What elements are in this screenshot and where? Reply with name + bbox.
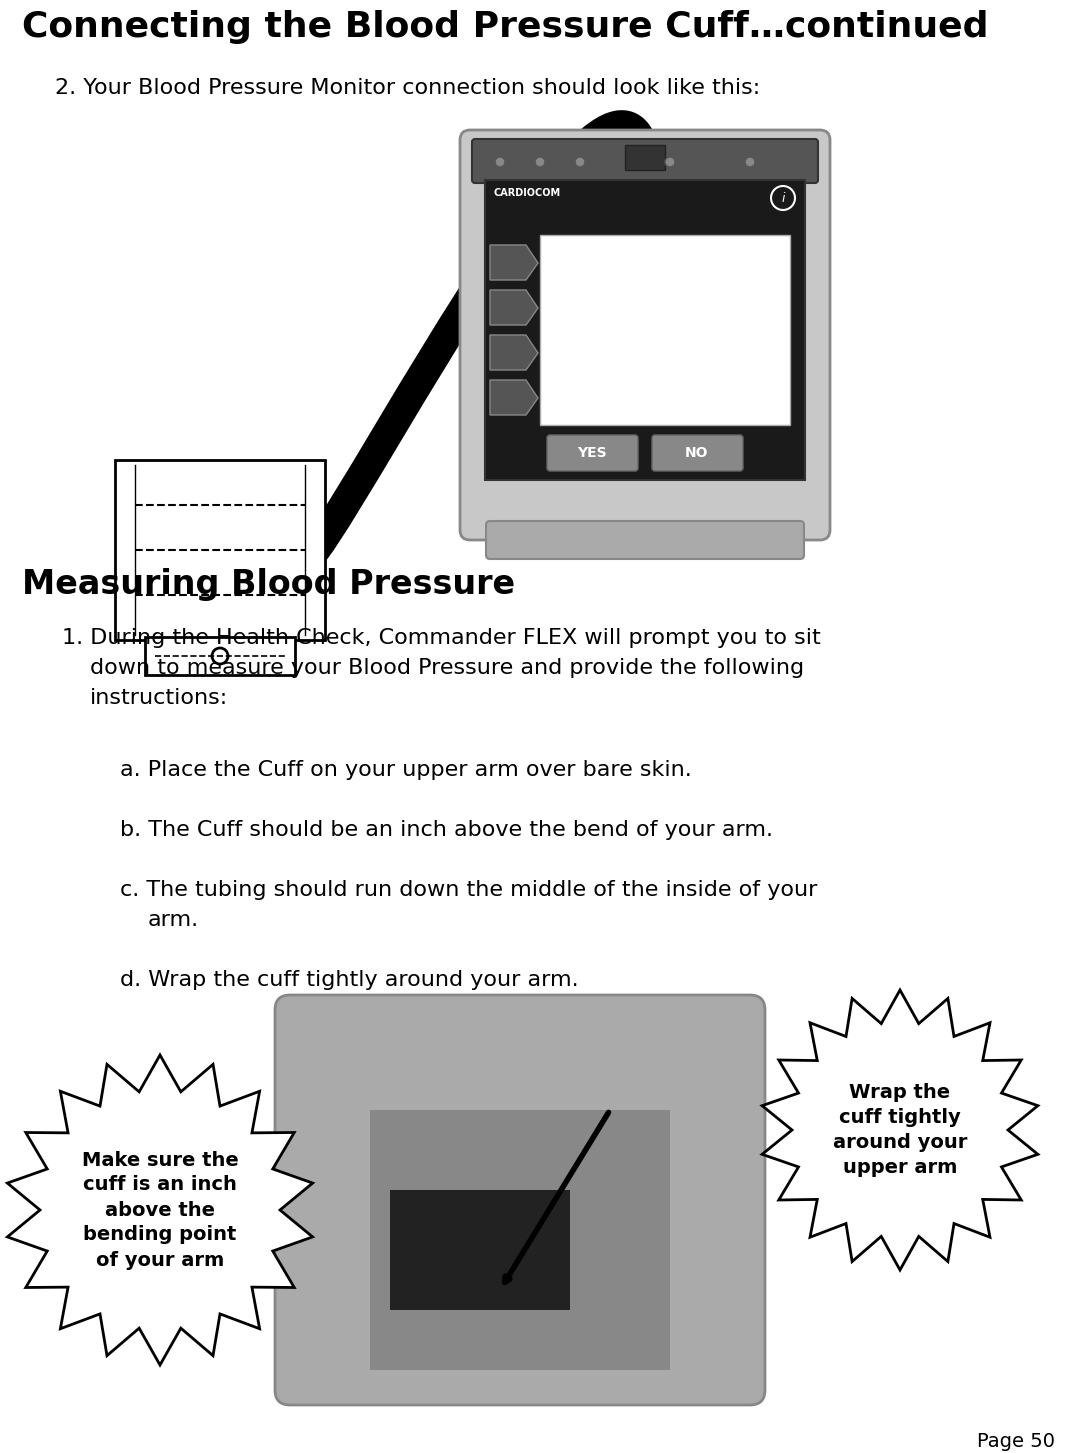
Bar [145,636,295,676]
Polygon shape [490,291,538,325]
Bar [485,180,805,479]
Text: Wrap the
cuff tightly
around your
upper arm: Wrap the cuff tightly around your upper … [832,1082,967,1177]
Text: d. Wrap the cuff tightly around your arm.: d. Wrap the cuff tightly around your arm… [120,971,578,989]
Bar [540,235,790,424]
FancyBboxPatch shape [547,434,638,471]
Text: instructions:: instructions: [90,689,228,708]
Text: 2. Your Blood Pressure Monitor connection should look like this:: 2. Your Blood Pressure Monitor connectio… [55,78,760,97]
Text: CARDIOCOM: CARDIOCOM [493,187,560,198]
Text: Measuring Blood Pressure: Measuring Blood Pressure [22,568,516,602]
Polygon shape [490,381,538,416]
Circle shape [575,157,585,167]
FancyBboxPatch shape [461,129,830,541]
Text: down to measure your Blood Pressure and provide the following: down to measure your Blood Pressure and … [90,658,804,679]
FancyBboxPatch shape [652,434,743,471]
Circle shape [745,157,755,167]
FancyBboxPatch shape [486,522,804,559]
Bar [390,1190,570,1311]
Text: b. The Cuff should be an inch above the bend of your arm.: b. The Cuff should be an inch above the … [120,819,773,840]
Text: 1. During the Health Check, Commander FLEX will prompt you to sit: 1. During the Health Check, Commander FL… [62,628,820,648]
Circle shape [495,157,505,167]
Circle shape [535,157,545,167]
Circle shape [665,157,675,167]
FancyBboxPatch shape [275,995,765,1405]
Text: NO: NO [685,446,709,461]
Text: YES: YES [577,446,606,461]
Polygon shape [762,989,1038,1270]
Polygon shape [490,246,538,280]
Text: arm.: arm. [148,910,199,930]
Text: a. Place the Cuff on your upper arm over bare skin.: a. Place the Cuff on your upper arm over… [120,760,692,780]
Polygon shape [490,336,538,371]
Bar [370,1110,670,1370]
Text: Page 50: Page 50 [977,1433,1055,1452]
Text: Connecting the Blood Pressure Cuff…continued: Connecting the Blood Pressure Cuff…conti… [22,10,988,44]
Text: Make sure the
cuff is an inch
above the
bending point
of your arm: Make sure the cuff is an inch above the … [82,1151,239,1270]
Text: i: i [782,192,785,205]
FancyBboxPatch shape [472,139,818,183]
Bar [625,145,665,170]
Text: c. The tubing should run down the middle of the inside of your: c. The tubing should run down the middle… [120,881,817,899]
Circle shape [212,648,228,664]
Polygon shape [8,1055,312,1364]
Bar [115,461,325,639]
